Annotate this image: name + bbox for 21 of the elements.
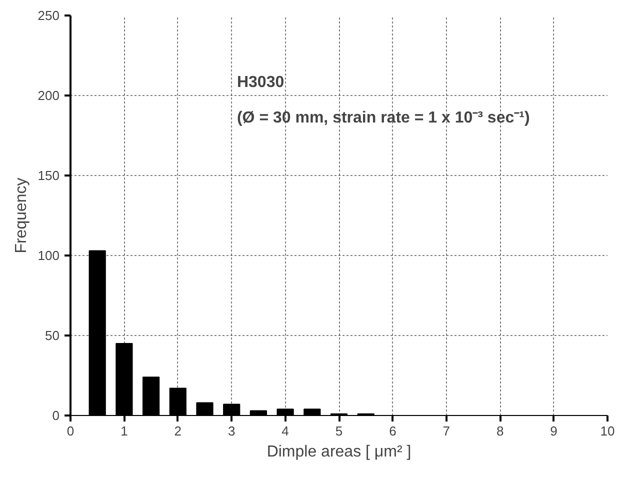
y-tick-label: 200	[38, 88, 60, 103]
x-axis-title: Dimple areas [ μm² ]	[266, 444, 412, 460]
annotation: H3030	[236, 74, 284, 92]
x-tick-label: 6	[389, 424, 396, 438]
y-tick-label: 250	[38, 8, 60, 23]
y-tick-label: 150	[38, 168, 60, 183]
x-tick-label: 7	[442, 424, 450, 438]
x-tick-label: 4	[282, 424, 289, 438]
x-tick-label: 1	[120, 424, 128, 438]
x-tick-label: 3	[228, 424, 236, 438]
x-tick-label: 10	[600, 424, 615, 438]
y-axis-title: Frequency	[12, 178, 30, 254]
y-tick-label: 50	[45, 328, 60, 343]
x-tick-label: 9	[550, 424, 558, 438]
annotation: (Ø = 30 mm, strain rate = 1 x 10⁻³ sec⁻¹)	[236, 109, 530, 126]
x-tick-label: 8	[496, 424, 504, 438]
y-tick-label: 0	[52, 408, 60, 423]
x-tick-label: 5	[335, 424, 343, 438]
x-tick-label: 0	[66, 424, 74, 438]
y-tick-label: 100	[38, 248, 60, 263]
x-tick-label: 2	[174, 424, 182, 438]
